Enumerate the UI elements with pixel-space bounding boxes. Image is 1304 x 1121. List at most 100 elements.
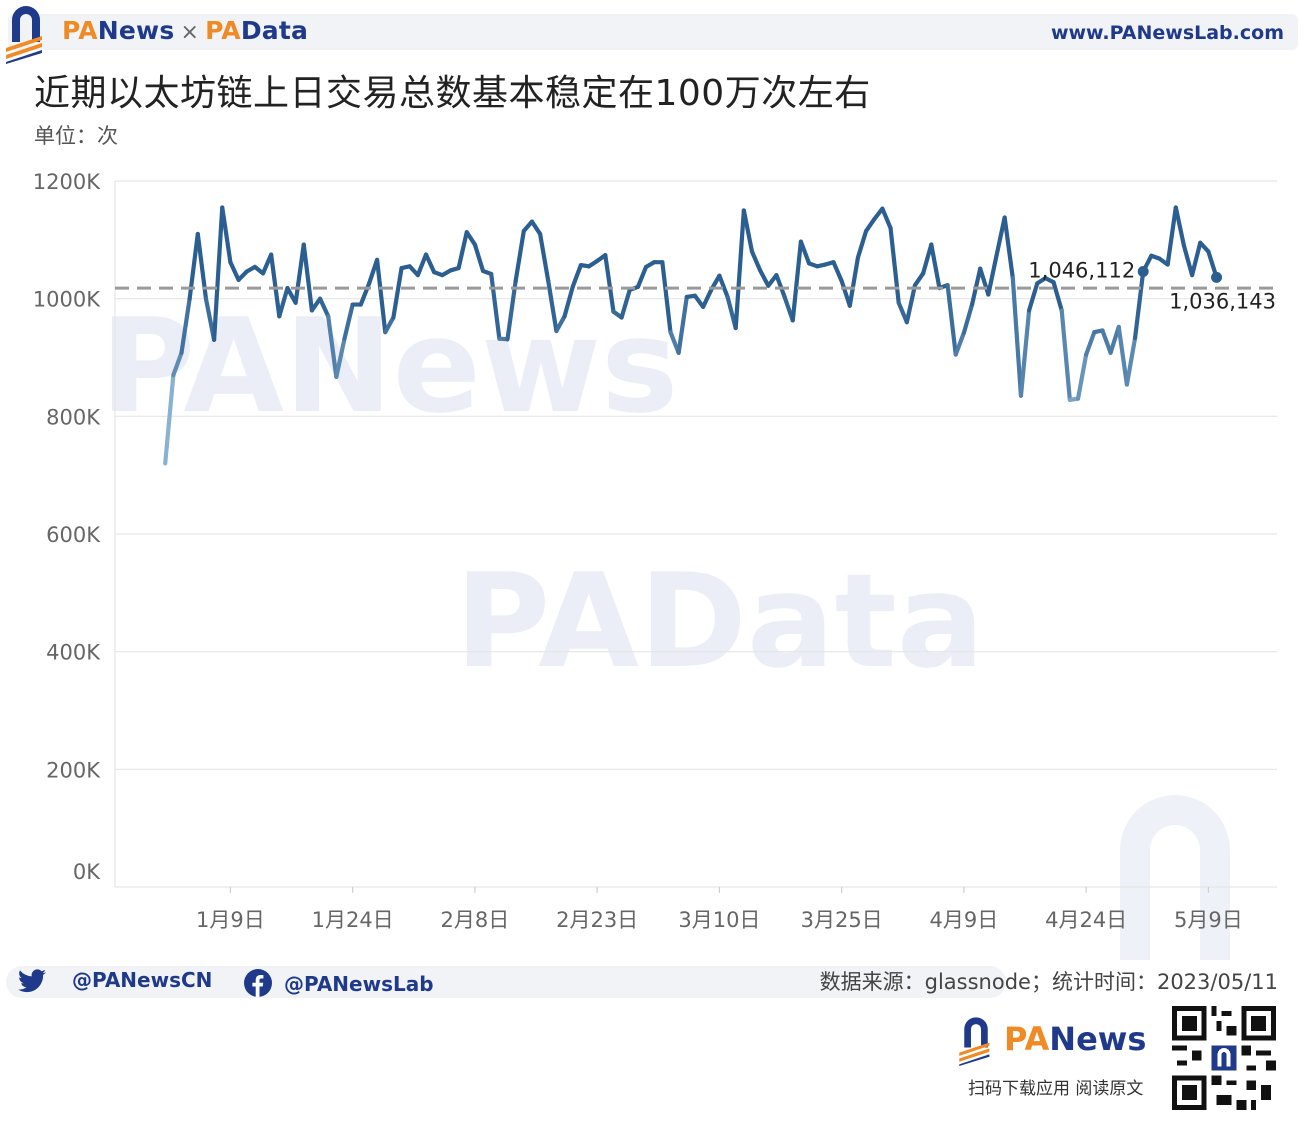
series-transactions xyxy=(163,205,1219,466)
series-segment xyxy=(961,302,975,335)
series-segment xyxy=(1100,328,1113,355)
series-segment xyxy=(1018,308,1032,398)
series-segment xyxy=(456,230,469,271)
y-tick-label: 400K xyxy=(46,641,101,665)
facebook-icon[interactable] xyxy=(244,969,272,997)
series-segment xyxy=(758,268,771,288)
series-segment xyxy=(733,208,746,331)
watermark-padata: PAData xyxy=(455,545,985,697)
footer-caption: 扫码下载应用 阅读原文 xyxy=(968,1079,1144,1099)
header-brand: PANews × PAData xyxy=(62,16,308,45)
series-segment xyxy=(415,252,429,278)
brand-left-pa: PA xyxy=(62,16,98,45)
twitter-handle[interactable]: @PANewsCN xyxy=(72,968,213,992)
series-segment xyxy=(562,284,575,319)
series-segment xyxy=(293,242,306,305)
annotation-point xyxy=(1137,266,1149,278)
series-segment xyxy=(1084,330,1097,357)
series-segment xyxy=(570,263,583,289)
series-segment xyxy=(660,260,673,335)
series-segment xyxy=(831,260,844,284)
series-segment xyxy=(741,208,755,254)
header-bar xyxy=(8,14,1298,50)
footer-brand: PANews xyxy=(1004,1020,1146,1058)
facebook-handle[interactable]: @PANewsLab xyxy=(284,972,434,996)
grid-lines xyxy=(114,180,1277,888)
series-segment xyxy=(847,255,861,308)
series-segment xyxy=(1181,243,1195,278)
series-segment xyxy=(269,252,282,319)
y-tick-label: 200K xyxy=(46,758,101,782)
series-segment xyxy=(546,278,559,334)
series-segment xyxy=(342,302,355,341)
unit-label: 单位：次 xyxy=(34,124,118,148)
series-segment xyxy=(790,239,804,323)
brand-right-pa: PA xyxy=(205,16,241,45)
x-tick-label: 1月24日 xyxy=(312,908,394,932)
series-segment xyxy=(749,249,763,273)
annotation-label: 1,046,112 xyxy=(1028,259,1135,283)
y-tick-label: 1200K xyxy=(33,170,101,194)
series-segment xyxy=(301,242,314,313)
series-segment xyxy=(1059,308,1072,402)
series-segment xyxy=(513,228,526,284)
qr-code-icon[interactable] xyxy=(1172,1006,1276,1110)
y-tick-label: 0K xyxy=(73,860,101,884)
footer-brand-rest: News xyxy=(1049,1020,1147,1058)
x-tick-label: 4月24日 xyxy=(1045,908,1127,932)
series-segment xyxy=(375,257,388,335)
series-segment xyxy=(472,242,486,274)
footer-logo-icon xyxy=(959,1017,990,1066)
series-segment xyxy=(904,283,918,325)
series-segment xyxy=(863,217,877,234)
y-tick-label: 800K xyxy=(46,405,101,429)
y-axis-ticks: 0K 200K 400K 600K 800K 1000K 1200K xyxy=(33,170,101,884)
x-tick-label: 3月10日 xyxy=(678,908,760,932)
series-segment xyxy=(529,219,543,237)
social-bar xyxy=(6,966,1006,998)
twitter-icon[interactable] xyxy=(18,968,46,994)
series-segment xyxy=(554,314,567,334)
series-segment xyxy=(334,336,347,380)
series-segment xyxy=(700,287,714,310)
series-segment xyxy=(179,296,192,355)
series-segment xyxy=(489,271,502,341)
series-segment xyxy=(1026,281,1040,313)
panews-logo-icon xyxy=(6,6,42,64)
series-segment xyxy=(464,230,477,247)
series-segment xyxy=(326,314,339,380)
series-segment xyxy=(317,296,331,319)
series-segment xyxy=(994,215,1007,258)
series-segment xyxy=(1189,240,1203,278)
series-segment xyxy=(171,350,184,378)
series-segment xyxy=(163,373,176,466)
series-segment xyxy=(619,287,632,320)
series-segment xyxy=(505,278,518,342)
series-segment xyxy=(1173,205,1187,248)
series-segment xyxy=(1075,352,1089,401)
annotation-label: 1,036,143 xyxy=(1169,289,1276,313)
series-segment xyxy=(1002,215,1015,281)
x-tick-label: 1月9日 xyxy=(196,908,265,932)
line-chart: 0K 200K 400K 600K 800K 1000K 1200K 1月9日 1月24日 2月… xyxy=(33,170,1277,932)
series-segment xyxy=(717,273,730,300)
series-segment xyxy=(212,205,225,342)
series-segment xyxy=(798,239,812,266)
series-segment xyxy=(228,260,241,282)
series-segment xyxy=(423,252,437,275)
series-segment xyxy=(880,206,893,231)
series-segment xyxy=(391,265,404,320)
brand-separator: × xyxy=(180,20,200,45)
y-tick-label: 1000K xyxy=(33,288,101,312)
series-segment xyxy=(1124,335,1138,387)
series-segment xyxy=(1051,280,1064,313)
series-segment xyxy=(945,283,958,357)
brand-right-rest: Data xyxy=(240,16,309,45)
series-segment xyxy=(676,294,689,355)
x-tick-label: 5月9日 xyxy=(1174,908,1243,932)
x-axis-ticks: 1月9日 1月24日 2月8日 2月23日 3月10日 3月25日 4月9日 4月24日 5月9… xyxy=(196,887,1243,932)
site-url-link[interactable]: www.PANewsLab.com xyxy=(1050,22,1284,44)
series-segment xyxy=(383,315,396,335)
x-tick-label: 4月9日 xyxy=(930,908,999,932)
series-segment xyxy=(537,231,551,284)
